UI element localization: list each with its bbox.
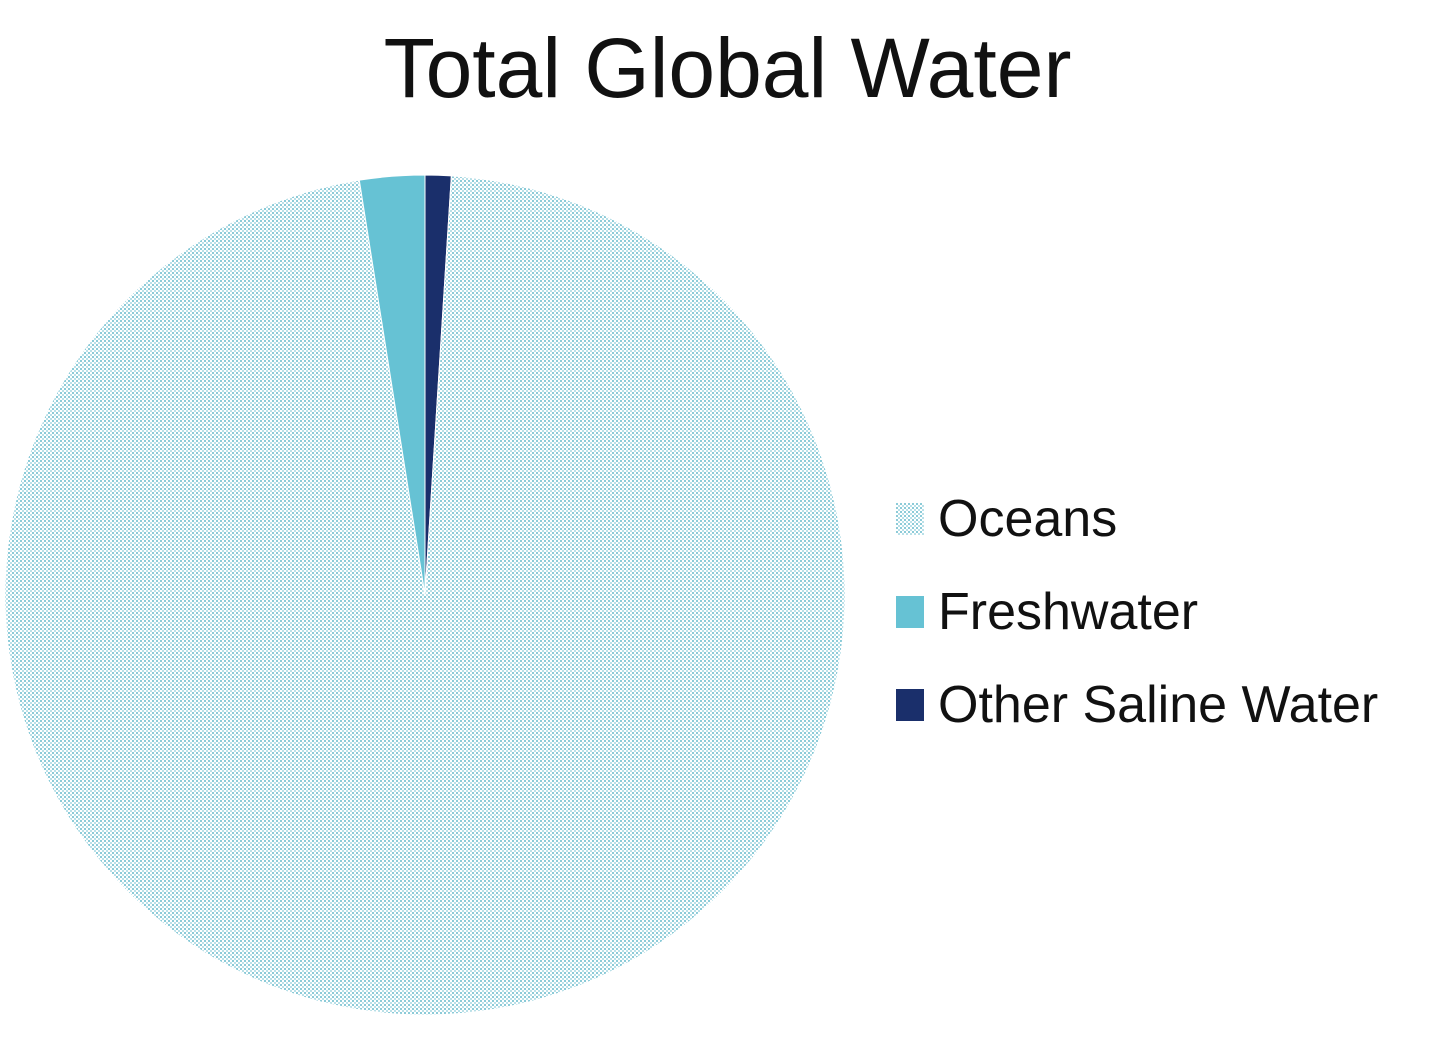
chart-title: Total Global Water [383, 21, 1072, 115]
pie-slice-freshwater [358, 174, 426, 596]
legend-item-other-saline-water: Other Saline Water [896, 658, 1378, 751]
legend-item-oceans: Oceans [896, 472, 1378, 565]
legend-swatch-oceans [896, 502, 924, 535]
legend-item-freshwater: Freshwater [896, 565, 1378, 658]
legend-swatch-other-saline-water [896, 688, 924, 721]
pie-slice-oceans [4, 175, 846, 1016]
legend-label-oceans: Oceans [938, 489, 1118, 548]
legend-label-freshwater: Freshwater [938, 582, 1199, 641]
legend-label-other-saline-water: Other Saline Water [938, 675, 1379, 734]
legend-swatch-freshwater [896, 595, 924, 628]
legend: Oceans Freshwater Other Saline Water [896, 472, 1378, 751]
